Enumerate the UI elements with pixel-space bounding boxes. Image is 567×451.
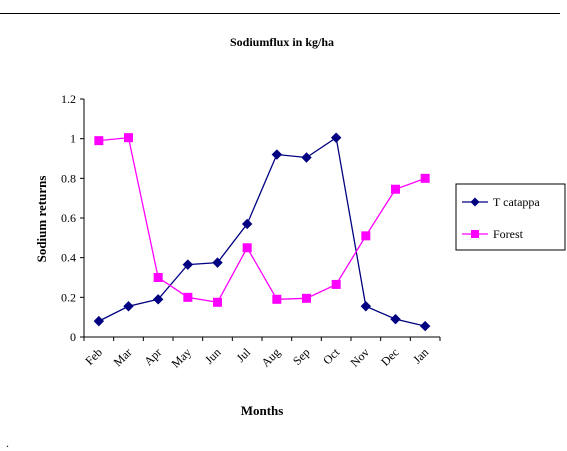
series-line	[98, 136, 426, 304]
x-tick-label: Nov	[347, 345, 372, 370]
data-point	[182, 259, 194, 270]
data-point	[152, 294, 164, 305]
data-point	[419, 320, 431, 332]
legend-marker	[470, 197, 480, 207]
x-tick-label: Feb	[82, 345, 105, 368]
x-tick-label: Aug	[258, 345, 283, 370]
x-tick-label: Oct	[320, 345, 343, 368]
legend-marker	[471, 230, 479, 238]
x-tick-label: Apr	[141, 345, 164, 368]
data-point	[390, 313, 401, 325]
data-point	[124, 133, 133, 143]
data-point	[272, 294, 282, 304]
x-tick-label: Mar	[111, 345, 135, 369]
data-point	[360, 301, 372, 312]
data-point	[212, 257, 223, 268]
x-tick-label: Dec	[378, 345, 402, 369]
legend-label: T catappa	[493, 195, 540, 209]
data-point	[330, 132, 342, 143]
y-tick-label: 1.2	[61, 92, 76, 106]
x-tick-label: May	[168, 345, 193, 370]
data-point	[123, 301, 134, 312]
data-point	[213, 297, 222, 307]
x-tick-label: Sep	[290, 345, 313, 368]
top-rule	[0, 13, 560, 14]
data-point	[153, 273, 163, 282]
y-tick-label: 0.8	[61, 171, 76, 185]
y-tick-label: 0	[70, 330, 76, 344]
x-tick-label: Jun	[202, 345, 224, 367]
x-tick-label: Jan	[410, 345, 431, 366]
x-tick-label: Jul	[233, 345, 253, 365]
axes: 0 0.2 0.4 0.6 0.8 1 1.2 Feb Mar Apr May Jun Jul Aug Se…	[61, 92, 441, 371]
legend: T catappa Forest	[455, 183, 566, 251]
y-tick-label: 1	[70, 132, 76, 146]
y-axis-label: Sodium returns	[34, 176, 49, 263]
data-point	[94, 136, 104, 146]
data-point	[391, 184, 400, 194]
data-point	[331, 279, 341, 289]
series-layer	[93, 132, 431, 332]
data-point	[241, 218, 253, 230]
data-point	[302, 293, 311, 303]
y-tick-label: 0.2	[61, 290, 76, 304]
legend-label: Forest	[493, 227, 524, 241]
data-point	[183, 292, 193, 302]
y-tick-label: 0.6	[61, 211, 76, 225]
data-point	[271, 149, 283, 160]
chart-title: Sodiumflux in kg/ha	[230, 35, 334, 49]
data-point	[361, 231, 371, 241]
series-line	[98, 136, 426, 327]
y-tick-label: 0.4	[61, 251, 76, 265]
data-point	[301, 152, 312, 163]
data-point	[93, 315, 105, 327]
data-point	[420, 173, 430, 183]
x-axis-label: Months	[241, 403, 284, 418]
legend-box	[455, 183, 566, 251]
footnote-mark: .	[6, 436, 9, 450]
data-point	[242, 243, 252, 253]
